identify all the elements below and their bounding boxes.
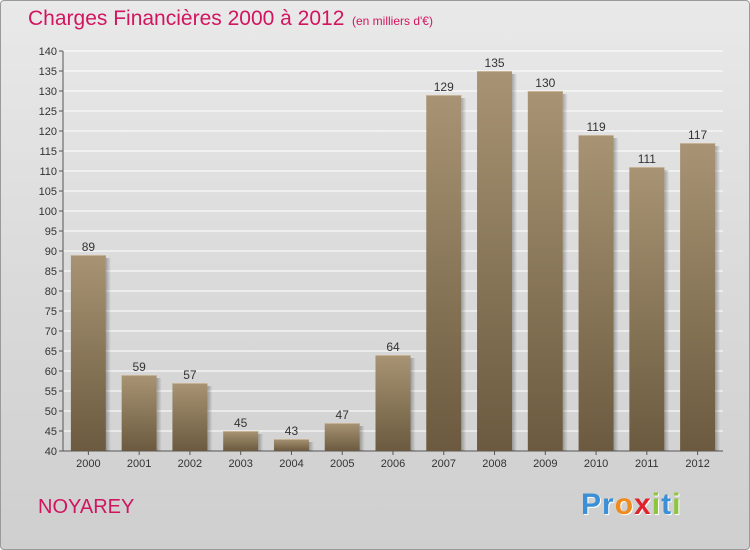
- value-label-2001: 59: [132, 360, 146, 374]
- bar-shadow: [207, 386, 213, 451]
- y-tick-label: 120: [39, 126, 57, 138]
- bar-2002: [172, 383, 208, 451]
- y-tick-label: 95: [45, 226, 57, 238]
- bars: [70, 71, 721, 451]
- bar-shadow: [359, 426, 365, 451]
- y-tick-label: 115: [39, 146, 57, 158]
- logo-letter: i: [651, 488, 662, 521]
- logo-letter: o: [614, 488, 635, 521]
- chart-unit-note: (en milliers d'€): [352, 14, 433, 28]
- bar-shadow: [308, 442, 314, 451]
- bar-shadow: [105, 258, 111, 451]
- x-tick-label-2011: 2011: [635, 458, 659, 470]
- bar-shadow: [461, 98, 467, 451]
- bar-2001: [121, 375, 157, 451]
- logo-letter: P: [581, 488, 603, 521]
- y-tick-label: 80: [45, 286, 57, 298]
- value-label-2004: 43: [285, 424, 299, 438]
- y-tick-label: 140: [39, 46, 57, 58]
- value-labels: 89 59 57 45 43 47 64 129 135 130 119 111 117: [82, 56, 708, 438]
- y-tick-label: 65: [45, 346, 57, 358]
- x-tick-label-2004: 2004: [279, 458, 303, 470]
- bar-2004: [273, 439, 309, 451]
- bar-2006: [375, 355, 411, 451]
- x-tick-label-2006: 2006: [381, 458, 405, 470]
- value-label-2006: 64: [386, 340, 400, 354]
- bar-shadow: [562, 94, 568, 451]
- x-tick-label-2008: 2008: [482, 458, 506, 470]
- bar-shadow: [715, 146, 721, 451]
- x-tick-label-2002: 2002: [178, 458, 202, 470]
- bar-shadow: [613, 138, 619, 451]
- tick-labels: 40 45 50 55 60 65 70 75 80 85 90 95 100 105 110 115 120 1…: [39, 46, 710, 470]
- bar-shadow: [258, 434, 264, 451]
- x-tick-label-2007: 2007: [432, 458, 456, 470]
- bar-2007: [426, 95, 462, 451]
- logo-letter: i: [672, 488, 682, 521]
- y-tick-label: 85: [45, 266, 57, 278]
- bar-2010: [578, 135, 614, 451]
- chart-title: Charges Financières 2000 à 2012: [28, 7, 345, 30]
- bar-shadow: [156, 378, 162, 451]
- bar-2012: [680, 143, 716, 451]
- value-label-2012: 117: [688, 128, 707, 142]
- y-tick-label: 40: [45, 446, 57, 458]
- bar-2003: [223, 431, 259, 451]
- commune-name: NOYAREY: [38, 496, 135, 518]
- y-tick-label: 125: [39, 106, 57, 118]
- x-tick-label-2010: 2010: [584, 458, 608, 470]
- y-tick-label: 50: [45, 406, 57, 418]
- y-tick-label: 60: [45, 366, 57, 378]
- y-tick-label: 75: [45, 306, 57, 318]
- logo-letter: t: [661, 488, 673, 521]
- value-label-2007: 129: [434, 80, 454, 94]
- y-tick-label: 55: [45, 386, 57, 398]
- bar-2008: [477, 71, 513, 451]
- bar-shadow: [664, 170, 670, 451]
- bar-2005: [324, 423, 360, 451]
- value-label-2005: 47: [336, 408, 350, 422]
- proxiti-logo: Proxiti: [581, 488, 681, 522]
- x-tick-label-2012: 2012: [685, 458, 709, 470]
- value-label-2008: 135: [485, 56, 505, 70]
- bar-2009: [527, 91, 563, 451]
- y-tick-label: 100: [39, 206, 57, 218]
- value-label-2000: 89: [82, 240, 96, 254]
- y-tick-label: 130: [39, 86, 57, 98]
- y-tick-label: 135: [39, 66, 57, 78]
- x-tick-label-2005: 2005: [330, 458, 354, 470]
- value-label-2011: 111: [638, 152, 657, 166]
- x-tick-label-2009: 2009: [533, 458, 557, 470]
- bar-2000: [70, 255, 106, 451]
- bar-2011: [629, 167, 665, 451]
- y-tick-label: 70: [45, 326, 57, 338]
- y-tick-label: 90: [45, 246, 57, 258]
- x-tick-label-2000: 2000: [76, 458, 100, 470]
- value-label-2003: 45: [234, 416, 248, 430]
- y-tick-label: 45: [45, 426, 57, 438]
- logo-letter: r: [602, 488, 615, 521]
- value-label-2002: 57: [183, 368, 197, 382]
- x-tick-label-2001: 2001: [127, 458, 151, 470]
- x-tick-label-2003: 2003: [228, 458, 252, 470]
- bar-shadow: [410, 358, 416, 451]
- value-label-2009: 130: [535, 76, 555, 90]
- y-tick-label: 110: [39, 166, 57, 178]
- bar-shadow: [512, 74, 518, 451]
- value-label-2010: 119: [587, 120, 606, 134]
- logo-letter: x: [634, 488, 652, 521]
- y-tick-label: 105: [39, 186, 57, 198]
